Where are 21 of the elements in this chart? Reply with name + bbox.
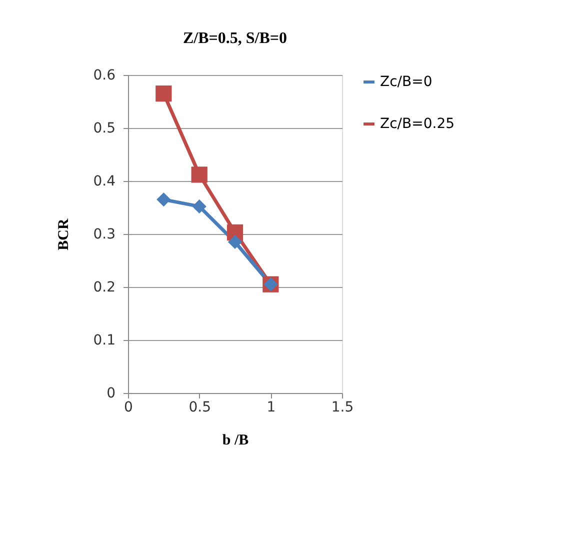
- x-tick-label: 1.5: [331, 400, 354, 416]
- y-tick-label: 0: [106, 386, 116, 402]
- point: [192, 199, 206, 214]
- chart-title: Z/B=0.5, S/B=0: [182, 30, 288, 47]
- point: [156, 85, 172, 102]
- y-tick-label: 0.5: [93, 120, 116, 136]
- point: [156, 192, 171, 207]
- y-tick-label: 0.1: [93, 332, 116, 348]
- y-axis-title: BCR: [56, 218, 72, 250]
- legend-label: Zc/B=0: [380, 74, 432, 90]
- legend-label: Zc/B=0.25: [380, 116, 455, 132]
- x-tick-label: 0.5: [188, 400, 211, 416]
- x-tick-label: 1: [266, 400, 276, 416]
- x-axis-title: b /B: [222, 432, 249, 448]
- y-tick-label: 0.3: [93, 226, 116, 242]
- y-tick-label: 0.6: [93, 68, 116, 84]
- point: [191, 166, 208, 183]
- y-tick-label: 0.2: [93, 280, 116, 296]
- y-tick-label: 0.4: [93, 174, 116, 190]
- x-tick-label: 0: [124, 400, 133, 416]
- point: [228, 234, 242, 250]
